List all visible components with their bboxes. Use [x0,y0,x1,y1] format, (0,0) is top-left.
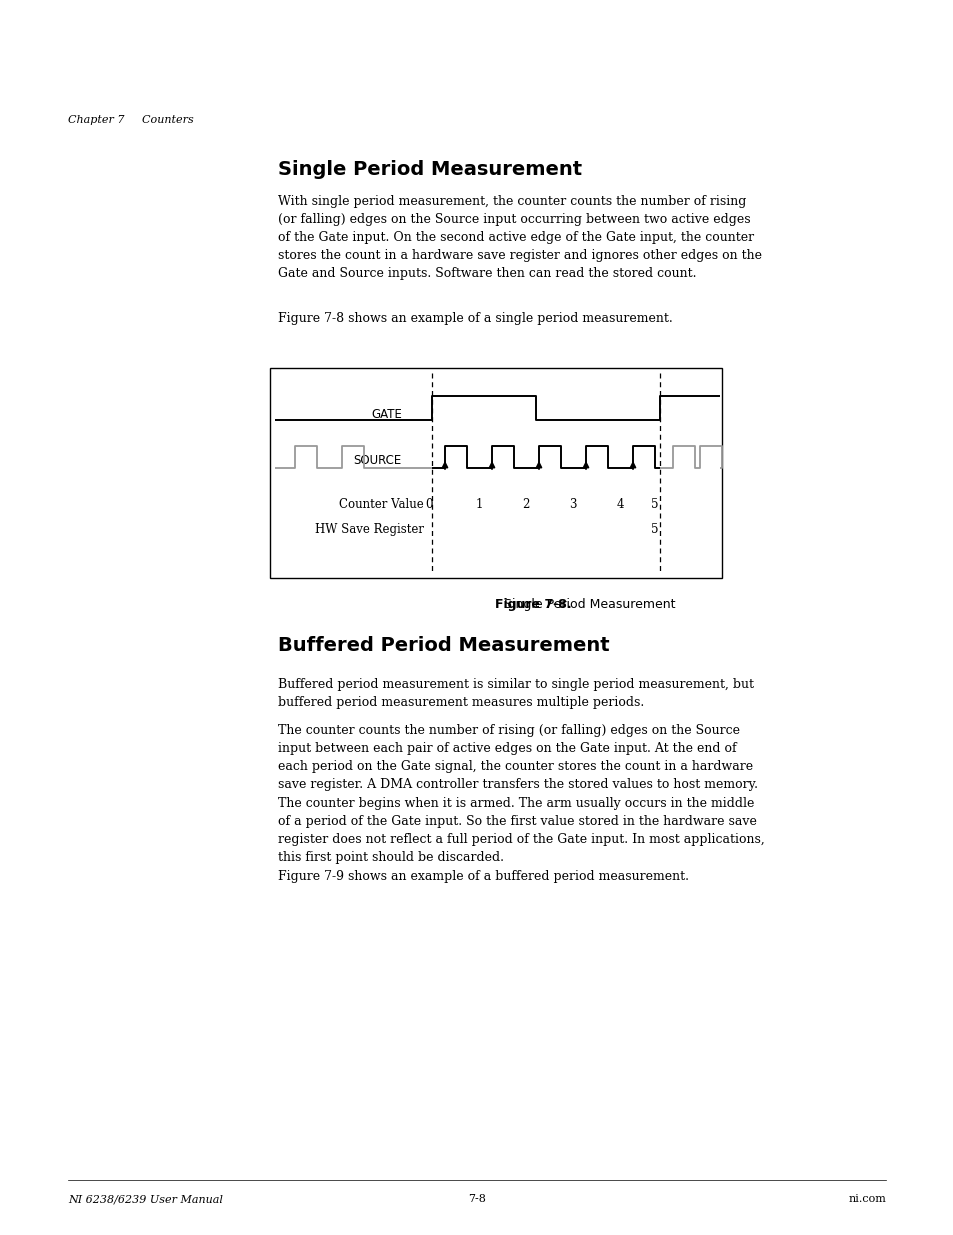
Text: Figure 7-8 shows an example of a single period measurement.: Figure 7-8 shows an example of a single … [277,312,672,325]
Text: Single Period Measurement: Single Period Measurement [277,161,581,179]
Text: The counter begins when it is armed. The arm usually occurs in the middle
of a p: The counter begins when it is armed. The… [277,797,764,864]
Text: 7-8: 7-8 [468,1194,485,1204]
Text: Figure 7-9 shows an example of a buffered period measurement.: Figure 7-9 shows an example of a buffere… [277,869,688,883]
Text: NI 6238/6239 User Manual: NI 6238/6239 User Manual [68,1194,223,1204]
Text: Chapter 7     Counters: Chapter 7 Counters [68,115,193,125]
Text: 3: 3 [569,498,577,511]
Text: GATE: GATE [371,409,401,421]
Text: ni.com: ni.com [847,1194,885,1204]
Text: 0: 0 [425,498,433,511]
Text: Figure 7-8.: Figure 7-8. [495,598,571,611]
Bar [270,368,721,578]
Text: Single Period Measurement: Single Period Measurement [496,598,675,611]
Text: Buffered period measurement is similar to single period measurement, but
buffere: Buffered period measurement is similar t… [277,678,753,709]
Text: 1: 1 [475,498,482,511]
Text: Counter Value: Counter Value [339,498,423,511]
Text: SOURCE: SOURCE [354,453,401,467]
Text: The counter counts the number of rising (or falling) edges on the Source
input b: The counter counts the number of rising … [277,724,758,790]
Text: HW Save Register: HW Save Register [314,522,423,536]
Text: 5: 5 [651,498,659,511]
Text: 4: 4 [616,498,623,511]
Text: With single period measurement, the counter counts the number of rising
(or fall: With single period measurement, the coun… [277,195,761,280]
Text: 2: 2 [521,498,529,511]
Text: 5: 5 [651,522,659,536]
Text: Buffered Period Measurement: Buffered Period Measurement [277,636,609,655]
